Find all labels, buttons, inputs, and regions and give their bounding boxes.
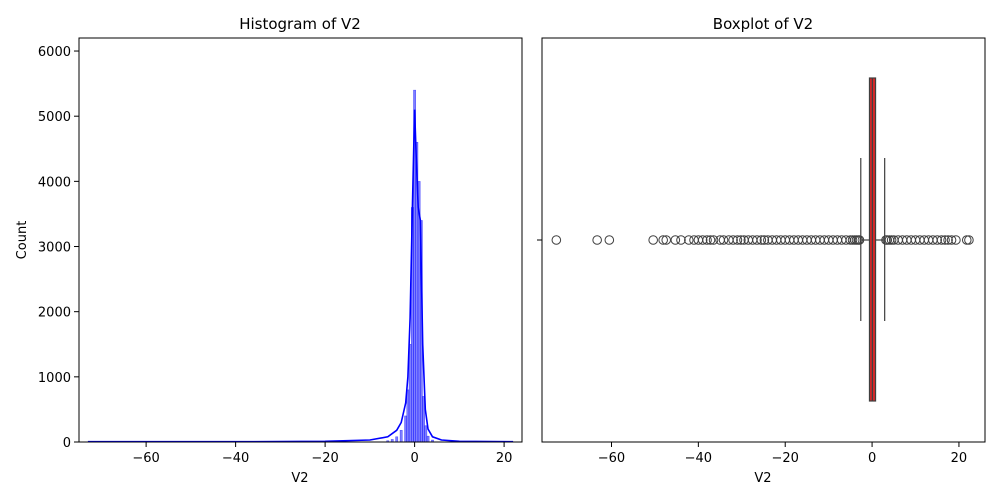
histogram-x-label: V2: [291, 471, 308, 486]
outlier-point-26: [759, 235, 770, 245]
outlier-point-16: [718, 235, 729, 245]
outlier-point-51: [854, 235, 865, 245]
outlier-point-24: [752, 235, 762, 245]
boxplot-x-tick-label-2: −20: [771, 451, 798, 466]
outlier-point-18: [728, 235, 738, 245]
histogram-bar-5: [406, 389, 410, 443]
outlier-point-5: [661, 235, 672, 245]
outlier-point-68: [940, 235, 950, 245]
outlier-point-12: [702, 235, 712, 245]
outlier-point-71: [951, 235, 961, 245]
outlier-point-47: [847, 235, 858, 245]
histogram-x-tick-label-1: −40: [222, 451, 249, 466]
outlier-point-11: [697, 235, 708, 245]
outlier-point-14: [708, 235, 719, 245]
histogram-y-ticks: 0 1000 2000 3000 4000 5000 6000: [38, 45, 79, 451]
histogram-y-tick-label-1: 1000: [38, 371, 71, 386]
outlier-point-53: [882, 235, 893, 245]
histogram-x-tick-label-3: 0: [410, 451, 418, 466]
boxplot-x-tick-label-4: 20: [951, 451, 968, 466]
histogram-x-ticks: −60 −40 −20 0 20: [132, 442, 512, 466]
histogram-panel: Histogram of V2 −60 −40 −20 0 20 0 1000 2000 30…: [15, 15, 523, 486]
outlier-point-19: [732, 235, 743, 245]
boxplot-x-tick-label-1: −40: [685, 451, 712, 466]
histogram-frame: [78, 37, 523, 443]
histogram-x-tick-label-0: −60: [132, 451, 159, 466]
boxplot-x-ticks: −60 −40 −20 0 20: [598, 442, 967, 466]
histogram-y-tick-label-3: 3000: [38, 241, 71, 256]
outlier-point-66: [932, 235, 943, 245]
outlier-point-46: [845, 235, 856, 245]
outlier-point-4: [658, 235, 668, 245]
histogram-bar-14: [426, 435, 430, 443]
histogram-bar-3: [399, 430, 403, 443]
histogram-bar-4: [404, 415, 408, 443]
histogram-title: Histogram of V2: [239, 15, 361, 33]
outlier-point-0: [551, 235, 562, 245]
outlier-point-7: [676, 235, 686, 245]
outlier-point-72: [961, 235, 972, 245]
outlier-point-25: [756, 235, 767, 245]
boxplot-title: Boxplot of V2: [713, 15, 813, 33]
outlier-point-6: [670, 235, 681, 245]
outlier-point-2: [604, 235, 615, 245]
histogram-plot-area: [87, 89, 514, 443]
boxplot-x-tick-label-3: 0: [868, 451, 876, 466]
outlier-point-67: [936, 235, 947, 245]
histogram-bar-13: [424, 425, 428, 443]
histogram-x-tick-label-2: −20: [311, 451, 338, 466]
outlier-point-55: [886, 235, 897, 245]
outlier-point-3: [648, 235, 658, 245]
histogram-bar-2: [395, 436, 399, 443]
boxplot-plot-area: [551, 77, 974, 402]
outlier-point-69: [943, 235, 953, 245]
histogram-y-tick-label-4: 4000: [38, 175, 71, 190]
histogram-y-tick-label-5: 5000: [38, 110, 71, 125]
outlier-point-13: [705, 235, 716, 245]
outlier-point-70: [946, 235, 957, 245]
boxplot-x-label: V2: [754, 471, 771, 486]
kde-line: [87, 109, 514, 443]
outlier-point-20: [736, 235, 746, 245]
histogram-y-tick-label-0: 0: [63, 436, 71, 451]
outlier-point-1: [592, 235, 602, 245]
outlier-point-8: [683, 235, 694, 245]
outlier-point-73: [964, 235, 974, 245]
boxplot-panel: Boxplot of V2 −60 −40 −20 0 20 V2: [537, 15, 986, 486]
histogram-y-tick-label-2: 2000: [38, 306, 71, 321]
histogram-y-tick-label-6: 6000: [38, 45, 71, 60]
boxplot-x-tick-label-0: −60: [598, 451, 625, 466]
histogram-y-label: Count: [15, 221, 30, 260]
histogram-x-tick-label-4: 20: [496, 451, 513, 466]
